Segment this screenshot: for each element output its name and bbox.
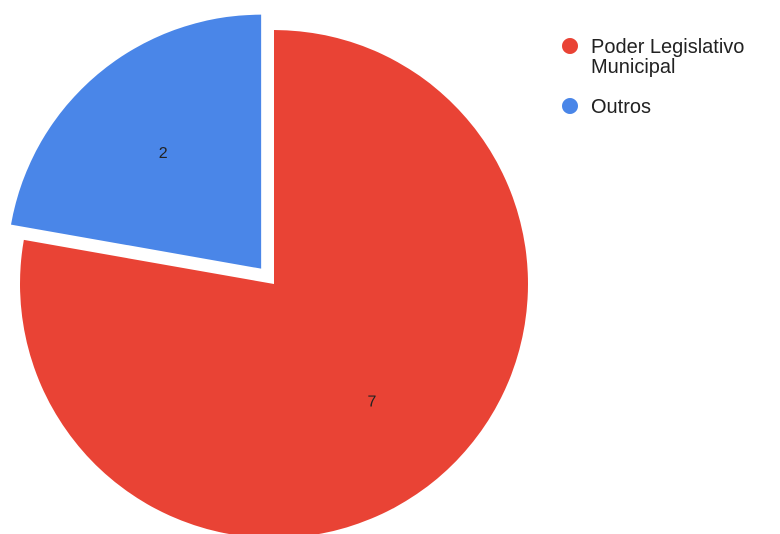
pie-slice-outros: [11, 14, 262, 269]
legend-label: Poder Legislativo: [591, 36, 744, 58]
pie-slices: [11, 14, 528, 534]
legend-marker: [562, 98, 578, 114]
legend-label: Outros: [591, 96, 651, 118]
pie-slice-poder-legislativo-municipal: [20, 30, 528, 534]
data-label-poder-legislativo-municipal: 7: [368, 394, 377, 411]
data-label-outros: 2: [159, 145, 168, 162]
legend-item-outros: Outros: [562, 96, 651, 118]
pie-data-labels: 72: [159, 145, 377, 411]
legend-marker: [562, 38, 578, 54]
legend-label: Municipal: [591, 56, 675, 78]
